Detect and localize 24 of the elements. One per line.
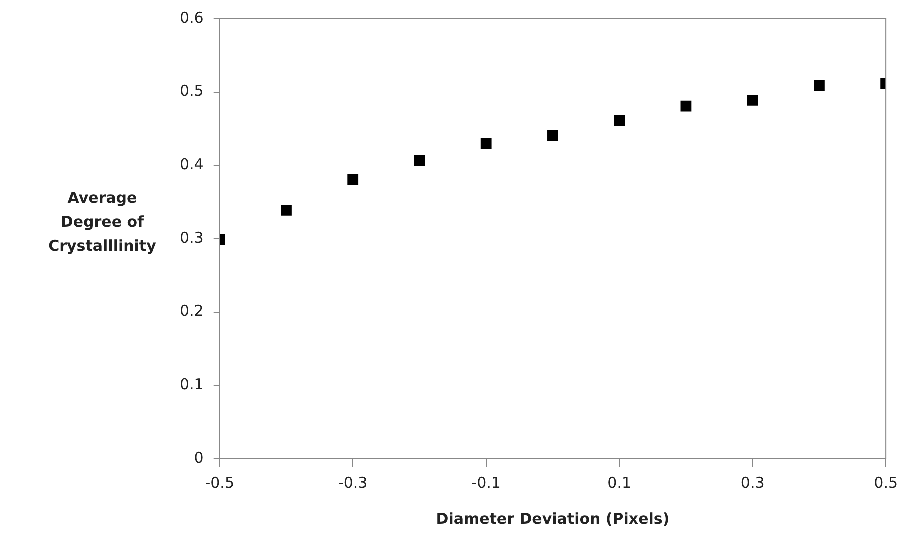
x-tick-label: -0.3 xyxy=(338,474,368,492)
x-tick-label: 0.3 xyxy=(740,474,765,492)
y-tick-label: 0.4 xyxy=(180,156,204,174)
x-tick-label: 0.1 xyxy=(608,474,632,492)
y-tick-label: 0.1 xyxy=(180,376,204,394)
point xyxy=(281,204,292,216)
y-tick-label: 0 xyxy=(194,448,204,467)
x-tick-label: -0.5 xyxy=(205,474,234,492)
point xyxy=(548,130,558,142)
point xyxy=(414,155,426,166)
y-tick-label: 0.2 xyxy=(180,302,204,320)
point xyxy=(814,80,825,92)
y-tick-label: 0.6 xyxy=(180,8,204,27)
point xyxy=(747,94,758,106)
point xyxy=(480,138,492,150)
x-axis-title: Diameter Deviation (Pixels) xyxy=(436,510,670,528)
point xyxy=(680,100,692,112)
x-tick-label: -0.1 xyxy=(472,474,501,492)
y-tick-label: 0.5 xyxy=(180,82,204,100)
y-tick-label: 0.3 xyxy=(180,228,204,247)
point xyxy=(614,115,626,126)
x-tick-label: 0.5 xyxy=(874,474,898,492)
y-axis-title: Average Degree of Crystalllinity xyxy=(48,188,158,257)
point xyxy=(348,174,359,186)
